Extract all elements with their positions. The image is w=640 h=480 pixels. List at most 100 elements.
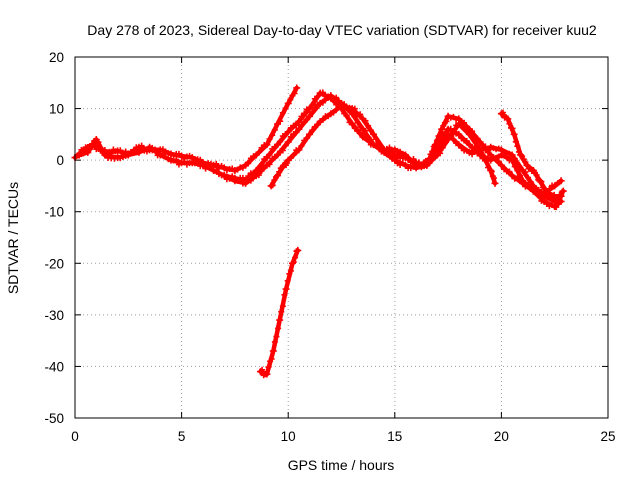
data-point <box>485 146 492 153</box>
data-point <box>295 125 303 133</box>
data-point <box>269 347 277 355</box>
data-point <box>389 152 396 159</box>
data-point <box>549 182 556 189</box>
data-point <box>474 150 481 157</box>
data-point <box>154 152 161 159</box>
data-point <box>525 182 532 189</box>
data-point <box>266 151 273 158</box>
data-point <box>250 153 257 160</box>
plot-frame <box>74 56 609 419</box>
data-point <box>523 161 531 169</box>
data-point <box>319 116 326 123</box>
x-axis-label: GPS time / hours <box>288 457 395 473</box>
data-point <box>509 125 516 132</box>
data-point <box>159 150 166 157</box>
data-point <box>218 162 225 169</box>
data-point <box>306 112 314 120</box>
data-point <box>351 105 358 112</box>
data-point <box>165 150 172 157</box>
data-point <box>97 145 104 152</box>
data-point <box>514 143 521 150</box>
data-point <box>357 111 364 118</box>
data-point <box>91 137 98 144</box>
data-point <box>343 112 350 119</box>
data-point <box>386 146 393 153</box>
y-tick-label: -40 <box>44 359 64 374</box>
x-tick-label: 5 <box>178 429 186 444</box>
data-point <box>262 371 269 378</box>
data-point <box>525 174 532 181</box>
data-point <box>367 127 374 134</box>
data-point <box>541 185 548 192</box>
data-point <box>538 197 545 204</box>
data-point <box>314 101 321 108</box>
data-point <box>437 150 444 157</box>
data-point <box>303 106 310 113</box>
data-point <box>284 99 292 107</box>
y-tick-label: -50 <box>44 411 64 426</box>
data-point <box>503 114 510 121</box>
data-point <box>245 160 252 167</box>
data-point <box>271 338 278 345</box>
data-point <box>287 267 294 274</box>
data-point <box>197 163 204 170</box>
data-point <box>229 165 236 172</box>
data-point <box>442 129 449 136</box>
data-point <box>122 152 129 159</box>
data-point <box>268 356 275 363</box>
data-point <box>346 119 353 126</box>
series-track-5 <box>419 112 565 198</box>
data-point <box>515 148 522 155</box>
data-point <box>284 160 291 167</box>
data-point <box>261 141 268 148</box>
data-point <box>271 153 278 160</box>
data-point <box>207 163 214 170</box>
data-point <box>255 149 262 156</box>
series-track-4 <box>267 101 499 190</box>
data-point <box>399 160 406 167</box>
data-point <box>437 131 444 138</box>
data-point <box>273 333 280 340</box>
data-point <box>290 258 297 265</box>
data-point <box>309 109 316 116</box>
data-point <box>292 254 299 261</box>
y-tick-label: -30 <box>44 308 64 323</box>
data-point <box>301 110 308 117</box>
data-point <box>279 109 286 116</box>
data-point <box>549 202 556 209</box>
data-point <box>281 291 288 298</box>
data-point <box>463 137 470 144</box>
data-point <box>186 152 193 159</box>
data-point <box>512 138 519 145</box>
data-point <box>303 116 310 123</box>
data-point <box>442 138 449 145</box>
data-point <box>510 130 518 138</box>
data-point <box>288 259 296 267</box>
data-point <box>306 130 314 138</box>
data-point <box>239 180 246 187</box>
data-point <box>474 135 481 142</box>
data-point <box>287 96 294 103</box>
data-point <box>430 143 437 150</box>
data-point <box>276 168 283 175</box>
series-track-7 <box>256 246 302 379</box>
data-point <box>143 146 150 153</box>
data-point <box>450 129 457 136</box>
data-point <box>271 143 278 150</box>
data-point <box>284 277 291 284</box>
data-point <box>133 149 140 156</box>
data-point <box>229 174 236 181</box>
data-point <box>367 136 374 143</box>
data-point <box>255 172 262 179</box>
x-tick-label: 20 <box>494 429 509 444</box>
data-point <box>303 135 310 142</box>
data-point <box>213 160 220 167</box>
data-point <box>271 176 278 183</box>
data-point <box>333 94 340 101</box>
data-point <box>559 188 566 195</box>
data-point <box>277 118 284 125</box>
data-point <box>265 364 272 371</box>
y-axis-ticks: -50 -40 -30 -20 -10 0 10 20 <box>44 50 608 426</box>
data-point <box>522 159 529 166</box>
